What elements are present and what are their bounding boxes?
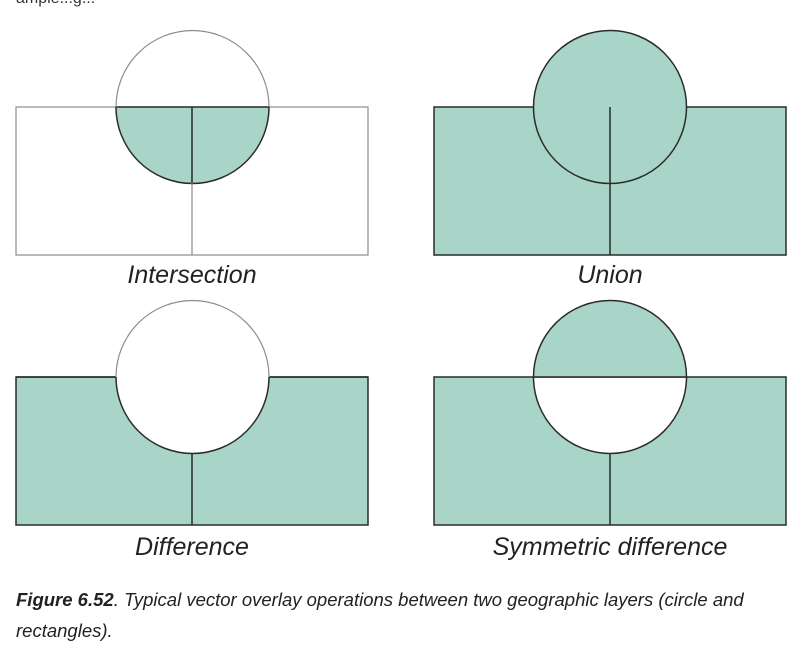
figure-caption: Figure 6.52. Typical vector overlay oper… bbox=[16, 584, 786, 646]
figure-number: Figure 6.52 bbox=[16, 589, 114, 610]
difference-label: Difference bbox=[135, 533, 249, 561]
difference-circle-cutout bbox=[116, 377, 269, 454]
intersection-label: Intersection bbox=[127, 261, 256, 289]
symmetric-difference-upper-half bbox=[532, 299, 688, 378]
symmetric-difference-label: Symmetric difference bbox=[493, 533, 728, 561]
difference-cutout-edge bbox=[115, 376, 270, 455]
intersection-circle-upper-outline bbox=[115, 29, 270, 108]
symmetric-difference-lower-cutout bbox=[532, 376, 688, 455]
panel-difference: Difference bbox=[15, 299, 369, 561]
union-label: Union bbox=[577, 261, 642, 289]
difference-circle-upper-outline bbox=[115, 299, 270, 378]
caption-text: . Typical vector overlay operations betw… bbox=[16, 589, 744, 641]
panel-symmetric-difference: Symmetric difference bbox=[433, 299, 787, 561]
panel-union: Union bbox=[433, 29, 787, 289]
overlay-operations-figure: Intersection Union Difference Symmetric … bbox=[15, 29, 787, 561]
cropped-top-text: ample...g... bbox=[16, 0, 95, 8]
panel-intersection: Intersection bbox=[15, 29, 369, 289]
